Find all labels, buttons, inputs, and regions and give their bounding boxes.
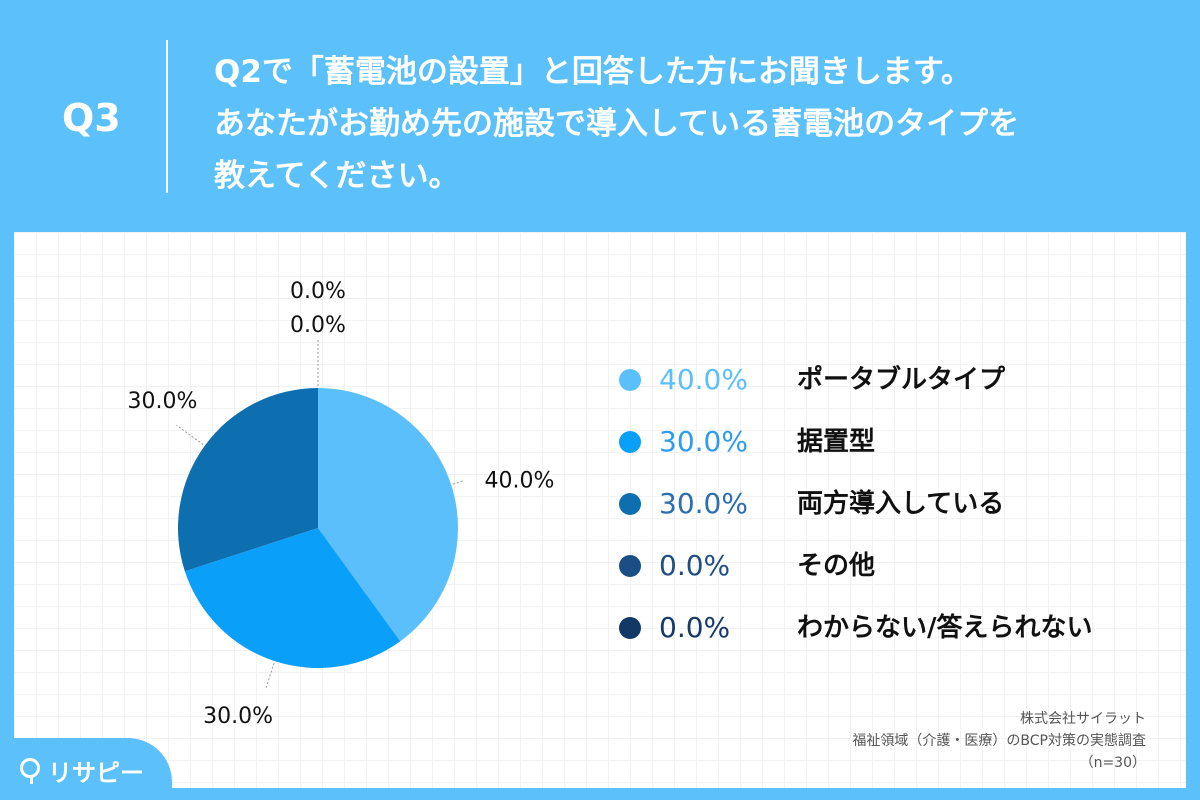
brand-logo: リサピー	[0, 738, 172, 800]
legend-item-portable: 40.0% ポータブルタイプ	[619, 360, 1179, 400]
legend-label: その他	[797, 551, 876, 581]
legend-dot	[619, 617, 641, 639]
pie-slice	[318, 388, 459, 642]
question-line-1: Q2で「蓄電池の設置」と回答した方にお聞きします。	[214, 54, 972, 90]
legend-item-unknown: 0.0% わからない/答えられない	[619, 608, 1179, 648]
legend-value: 0.0%	[659, 611, 731, 644]
question-text: Q2で「蓄電池の設置」と回答した方にお聞きします。 あなたがお勤め先の施設で導入…	[214, 46, 1174, 202]
header-divider	[166, 40, 168, 193]
legend-dot	[619, 431, 641, 453]
legend-item-other: 0.0% その他	[619, 546, 1179, 586]
legend-label: 据置型	[797, 427, 876, 457]
data-label: 40.0%	[484, 468, 554, 493]
legend-value: 40.0%	[659, 363, 748, 396]
question-line-2: あなたがお勤め先の施設で導入している蓄電池のタイプを	[214, 106, 1020, 142]
legend-dot	[619, 369, 641, 391]
legend-label: ポータブルタイプ	[797, 365, 1006, 395]
question-line-3: 教えてください。	[214, 158, 460, 194]
source-company: 株式会社サイラット	[1020, 711, 1146, 727]
pie-chart: 40.0% 30.0% 30.0% 0.0% 0.0%	[127, 279, 554, 729]
data-label: 0.0%	[290, 313, 346, 338]
legend-dot	[619, 555, 641, 577]
data-label: 0.0%	[290, 279, 346, 304]
question-header: Q3 Q2で「蓄電池の設置」と回答した方にお聞きします。 あなたがお勤め先の施設…	[0, 0, 1200, 230]
legend-item-stationary: 30.0% 据置型	[619, 422, 1179, 462]
brand-name: リサピー	[48, 759, 144, 787]
leader-line	[265, 662, 275, 688]
legend-value: 30.0%	[659, 425, 748, 458]
chart-panel: 40.0% 30.0% 30.0% 0.0% 0.0% 40.0% ポータブルタイプ 3…	[14, 232, 1186, 788]
pie-slice	[177, 388, 318, 572]
pie-slice	[184, 528, 401, 668]
question-number: Q3	[62, 96, 121, 140]
source-note: 株式会社サイラット 福祉領域（介護・医療）のBCP対策の実態調査 （n=30）	[852, 708, 1146, 774]
sample-size: （n=30）	[1079, 755, 1146, 771]
legend-label: わからない/答えられない	[797, 613, 1093, 643]
pin-icon	[20, 758, 40, 784]
legend-value: 30.0%	[659, 487, 748, 520]
legend-item-both: 30.0% 両方導入している	[619, 484, 1179, 524]
legend-label: 両方導入している	[797, 489, 1005, 519]
data-label: 30.0%	[203, 704, 273, 729]
data-label: 30.0%	[127, 389, 197, 414]
legend-value: 0.0%	[659, 549, 731, 582]
source-survey: 福祉領域（介護・医療）のBCP対策の実態調査	[852, 733, 1146, 749]
leader-line	[176, 424, 204, 445]
legend-dot	[619, 493, 641, 515]
leader-line	[452, 479, 465, 485]
